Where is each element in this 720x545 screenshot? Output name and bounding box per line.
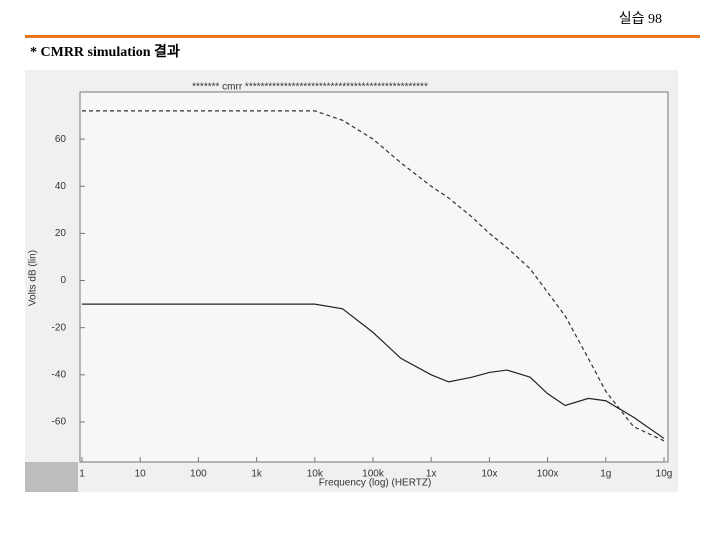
x-tick-label: 10k xyxy=(307,469,324,480)
y-axis-label: Volts dB (lin) xyxy=(28,250,39,306)
y-tick-label: 60 xyxy=(55,134,67,145)
x-tick-label: 10 xyxy=(135,469,147,480)
y-tick-label: 40 xyxy=(55,181,67,192)
slide-heading: * CMRR simulation 결과 xyxy=(30,43,180,60)
x-tick-label: 10x xyxy=(481,469,497,480)
x-tick-label: 1k xyxy=(251,469,263,480)
y-tick-label: -60 xyxy=(52,417,67,428)
x-tick-label: 1 xyxy=(79,469,85,480)
x-tick-label: 100x xyxy=(537,469,559,480)
x-tick-label: 1x xyxy=(426,469,437,480)
series-line xyxy=(82,303,665,439)
x-tick-label: 100k xyxy=(362,469,385,480)
x-tick-label: 10g xyxy=(656,469,673,480)
y-tick-label: 0 xyxy=(60,275,66,286)
x-tick-label: 100 xyxy=(190,469,207,480)
corner-block xyxy=(25,462,78,492)
y-tick-label: -20 xyxy=(52,322,67,333)
x-tick-label: 1g xyxy=(600,469,611,480)
header-rule xyxy=(25,35,700,38)
series-line xyxy=(82,110,665,442)
y-tick-label: 20 xyxy=(55,228,67,239)
plot-frame xyxy=(79,91,669,463)
chart-title: ******* cmrr ***************************… xyxy=(192,82,428,93)
x-axis-label: Frequency (log) (HERTZ) xyxy=(319,478,432,489)
y-tick-label: -40 xyxy=(52,369,67,380)
page-number: 실습 98 xyxy=(619,11,662,27)
